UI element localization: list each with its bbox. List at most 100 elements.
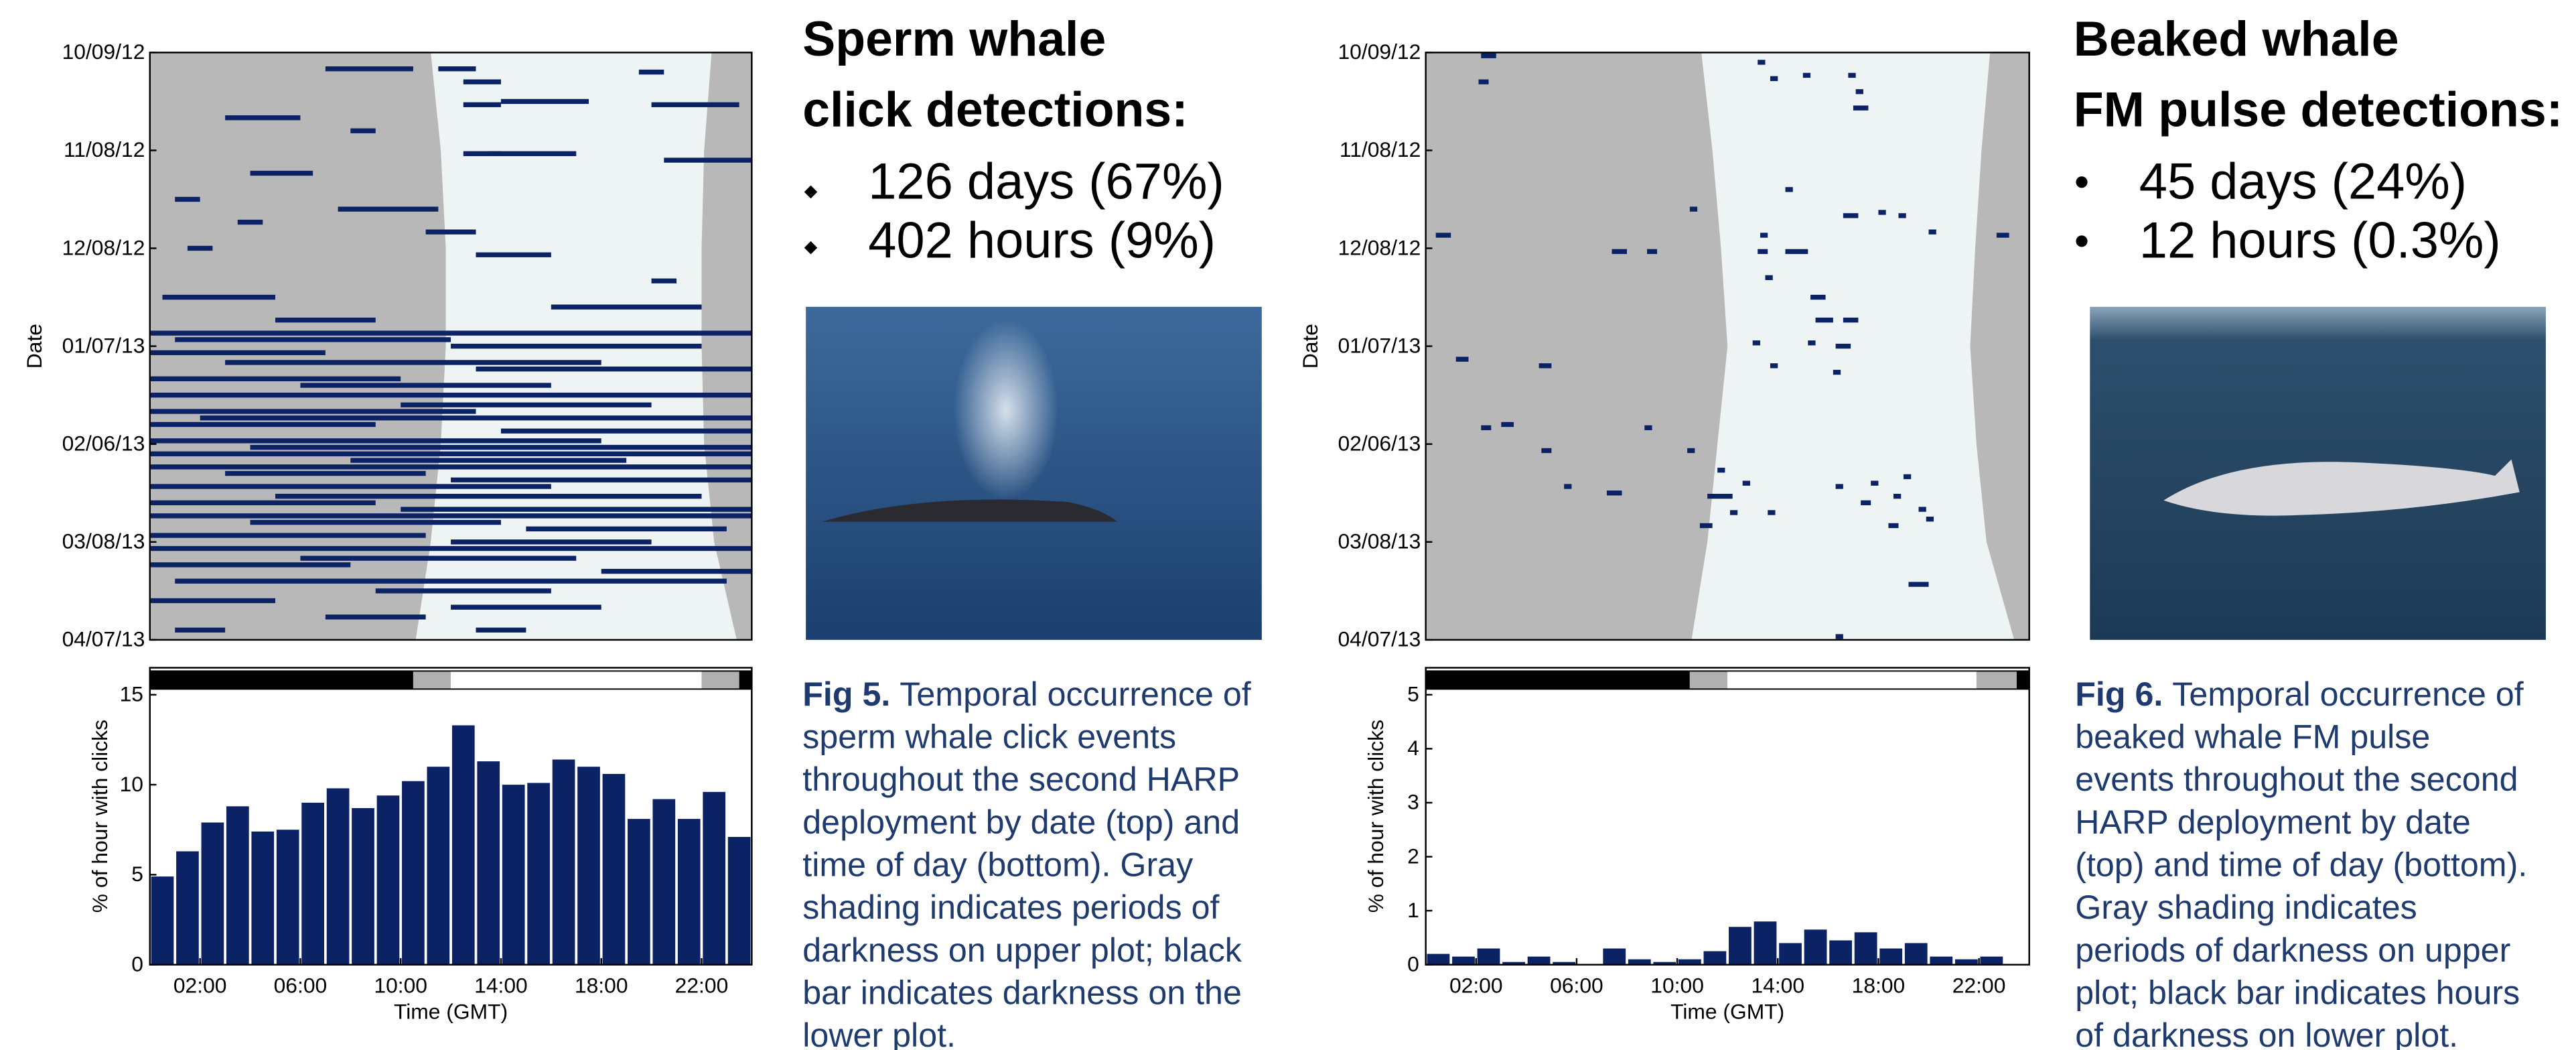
detection <box>1848 72 1856 78</box>
detection <box>463 102 501 107</box>
x-tick-label: 10:00 <box>374 973 427 997</box>
detection <box>275 317 376 323</box>
y-tick-label: 11/08/12 <box>64 137 145 161</box>
y-tick-label: 0 <box>1407 951 1419 976</box>
caption-label: Fig 6. <box>2075 675 2163 713</box>
detection <box>1835 484 1843 489</box>
bar <box>1804 929 1827 965</box>
darkness-bar <box>739 671 752 690</box>
y-tick-label: 01/07/13 <box>62 333 145 357</box>
bar <box>1678 959 1701 965</box>
detection <box>1908 582 1929 587</box>
detection <box>149 500 376 506</box>
x-tick-label: 18:00 <box>575 973 628 997</box>
detection <box>651 102 739 107</box>
y-axis-label: Date <box>22 324 46 369</box>
heading: Sperm whale <box>802 11 1106 66</box>
y-tick-label: 12/08/12 <box>62 235 145 259</box>
detection <box>651 278 677 283</box>
detection <box>1752 340 1760 346</box>
bar <box>1653 962 1676 965</box>
y-tick-label: 2 <box>1407 844 1419 868</box>
caption-text: bar indicates darkness on the <box>802 974 1242 1011</box>
bar <box>352 808 374 965</box>
detection <box>250 444 752 450</box>
detection <box>175 627 226 633</box>
detection <box>463 151 501 156</box>
bar <box>1854 932 1877 965</box>
caption-line: deployment by date (top) and <box>802 803 1240 841</box>
detection <box>149 376 401 381</box>
bar <box>1829 940 1853 965</box>
detection <box>1647 249 1658 255</box>
y-tick-label: 10 <box>120 772 143 796</box>
bar <box>427 767 450 965</box>
x-tick-label: 22:00 <box>1952 973 2006 997</box>
bar <box>1452 956 1475 965</box>
caption-line: sperm whale click events <box>802 718 1176 755</box>
detection <box>488 151 577 156</box>
bar <box>703 791 726 965</box>
caption-text: darkness on upper plot; black <box>802 931 1242 969</box>
x-tick-label: 06:00 <box>1550 973 1603 997</box>
x-tick-label: 14:00 <box>1751 973 1804 997</box>
heading: click detections: <box>802 82 1188 137</box>
bar <box>1427 954 1450 965</box>
bar <box>1703 951 1727 965</box>
detection <box>638 69 664 75</box>
y-tick-label: 3 <box>1407 790 1419 814</box>
detection <box>149 464 752 470</box>
bar <box>1954 959 1978 965</box>
detection <box>149 451 752 456</box>
detection <box>149 513 752 519</box>
caption-text: shading indicates periods of <box>802 889 1220 926</box>
darkness-bar <box>2016 671 2029 690</box>
detection <box>1501 421 1514 428</box>
heading: FM pulse detections: <box>2074 82 2563 137</box>
bar <box>251 831 275 965</box>
detection <box>500 428 752 434</box>
detection <box>1833 369 1841 375</box>
detection <box>1765 275 1773 281</box>
detection <box>1481 53 1496 58</box>
detection <box>1926 517 1934 522</box>
y-tick-label: 01/07/13 <box>1338 333 1421 357</box>
darkness-bar <box>1425 671 1690 690</box>
y-tick-label: 04/07/13 <box>1338 627 1421 651</box>
darkness-bar <box>1976 671 2017 690</box>
y-tick-label: 5 <box>1407 682 1419 706</box>
caption-line: of darkness on lower plot. <box>2075 1016 2458 1050</box>
bar <box>552 759 575 965</box>
detection <box>1853 105 1869 111</box>
detection <box>325 66 413 72</box>
darkness-bar <box>413 671 451 690</box>
x-tick-label: 22:00 <box>675 973 729 997</box>
darkness-bar <box>1727 671 1977 690</box>
bar <box>1553 962 1576 965</box>
detection <box>1888 523 1899 529</box>
bullet-text: 12 hours (0.3%) <box>2139 212 2501 269</box>
detection <box>451 539 652 545</box>
y-tick-label: 02/06/13 <box>62 432 145 456</box>
detection <box>451 343 702 349</box>
bar <box>326 788 350 965</box>
detection <box>1606 490 1622 496</box>
detection <box>1539 363 1552 369</box>
detection <box>1455 356 1469 362</box>
y-tick-label: 04/07/13 <box>62 627 145 651</box>
detection <box>1928 229 1936 235</box>
detection <box>451 604 601 610</box>
detection <box>162 294 275 300</box>
detection <box>175 578 727 584</box>
bar <box>1603 948 1626 965</box>
detection <box>1898 213 1906 218</box>
bar <box>477 761 500 965</box>
detection <box>551 304 702 310</box>
detection <box>1699 523 1713 529</box>
detection <box>664 157 752 163</box>
detection <box>1717 467 1725 473</box>
bar <box>226 806 249 965</box>
y-tick-label: 10/09/12 <box>1338 40 1421 64</box>
heading: Beaked whale <box>2074 11 2399 66</box>
